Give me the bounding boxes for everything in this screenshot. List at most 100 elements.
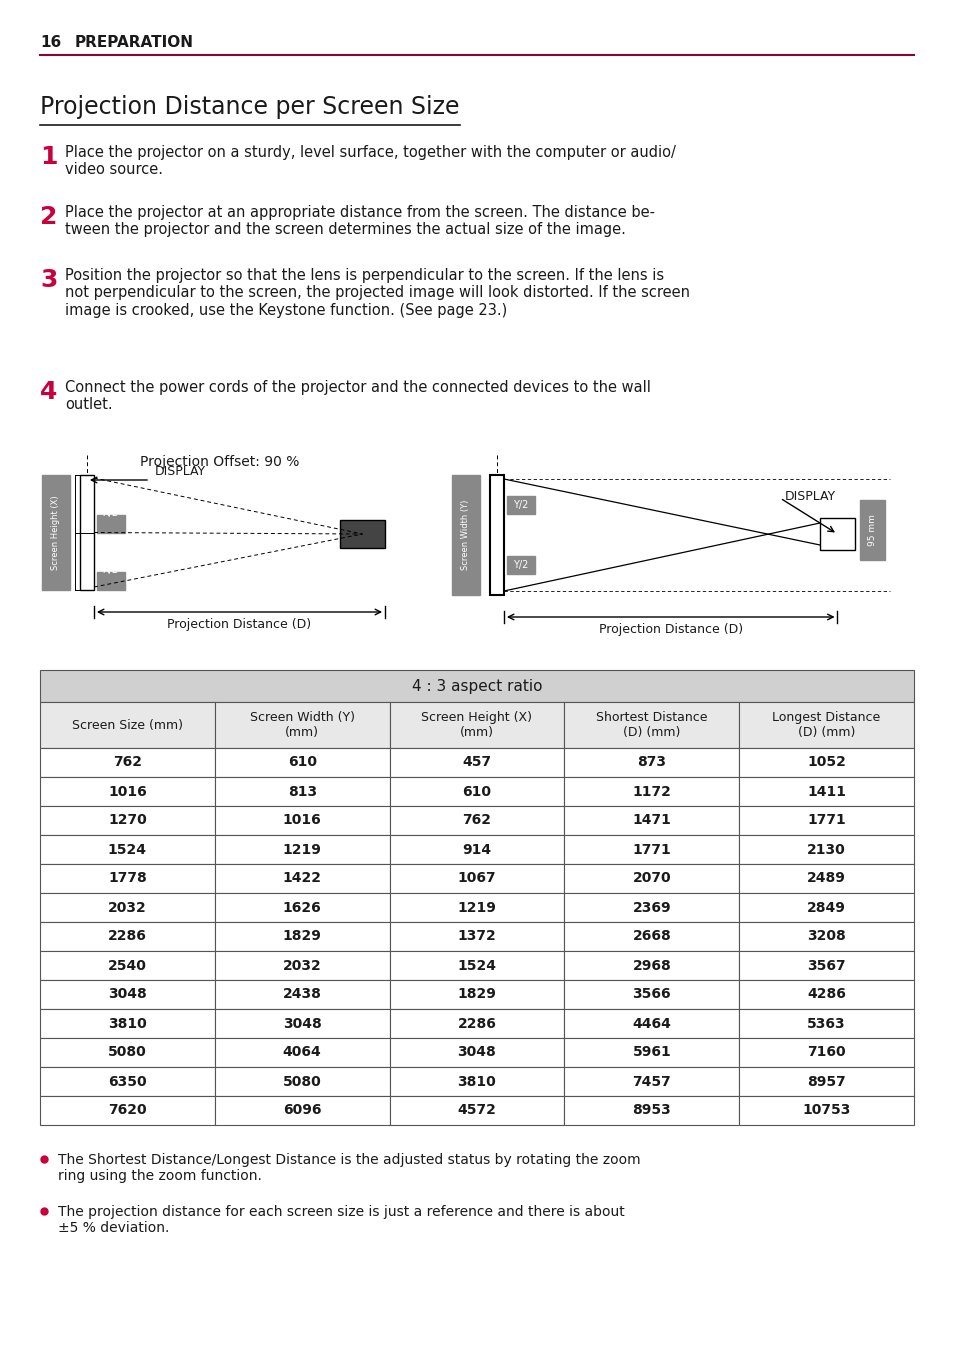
Text: PREPARATION: PREPARATION xyxy=(75,35,193,50)
Bar xyxy=(739,1039,913,1067)
Bar xyxy=(739,835,913,864)
Bar xyxy=(214,894,389,922)
Text: 4572: 4572 xyxy=(457,1104,496,1117)
Text: 1219: 1219 xyxy=(457,900,496,914)
Text: Screen Width (Y)
(mm): Screen Width (Y) (mm) xyxy=(250,711,355,739)
Bar xyxy=(40,922,214,951)
Bar xyxy=(564,835,739,864)
Bar xyxy=(214,864,389,894)
Bar xyxy=(389,922,564,951)
Bar xyxy=(40,1039,214,1067)
Bar xyxy=(40,806,214,835)
Text: 4464: 4464 xyxy=(632,1017,671,1030)
Bar xyxy=(40,951,214,980)
Bar xyxy=(214,1067,389,1095)
Bar xyxy=(389,1095,564,1125)
Text: Projection Distance (D): Projection Distance (D) xyxy=(598,623,742,636)
Bar xyxy=(564,747,739,777)
Bar xyxy=(739,777,913,806)
Bar xyxy=(389,894,564,922)
Text: 2369: 2369 xyxy=(632,900,670,914)
Bar xyxy=(389,747,564,777)
Text: 1626: 1626 xyxy=(282,900,321,914)
Text: 1: 1 xyxy=(40,145,57,169)
Bar xyxy=(564,1009,739,1039)
Text: 2070: 2070 xyxy=(632,872,670,886)
Text: 4286: 4286 xyxy=(806,987,845,1002)
Text: 5363: 5363 xyxy=(806,1017,845,1030)
Bar xyxy=(40,894,214,922)
Text: 1829: 1829 xyxy=(457,987,496,1002)
Text: Screen Width (Y): Screen Width (Y) xyxy=(461,500,470,570)
Text: 2968: 2968 xyxy=(632,959,671,972)
Bar xyxy=(564,777,739,806)
Text: The projection distance for each screen size is just a reference and there is ab: The projection distance for each screen … xyxy=(58,1205,624,1235)
Text: 2032: 2032 xyxy=(282,959,321,972)
Text: 1524: 1524 xyxy=(108,842,147,857)
Bar xyxy=(564,922,739,951)
Text: 813: 813 xyxy=(288,784,316,799)
Text: Longest Distance
(D) (mm): Longest Distance (D) (mm) xyxy=(772,711,880,739)
Text: 762: 762 xyxy=(462,814,491,827)
Text: Projection Distance per Screen Size: Projection Distance per Screen Size xyxy=(40,95,459,119)
Text: 1219: 1219 xyxy=(282,842,321,857)
Text: 95 mm: 95 mm xyxy=(867,515,876,546)
Bar xyxy=(564,701,739,747)
Bar xyxy=(739,806,913,835)
Bar xyxy=(389,1067,564,1095)
Bar xyxy=(739,1009,913,1039)
Text: 1524: 1524 xyxy=(457,959,496,972)
Bar xyxy=(739,1067,913,1095)
Text: 2286: 2286 xyxy=(108,929,147,944)
Text: 2286: 2286 xyxy=(457,1017,496,1030)
Bar xyxy=(506,496,535,515)
Text: 1411: 1411 xyxy=(806,784,845,799)
Text: 3048: 3048 xyxy=(282,1017,321,1030)
Text: 6350: 6350 xyxy=(108,1075,147,1089)
Bar xyxy=(564,1067,739,1095)
Text: 1778: 1778 xyxy=(108,872,147,886)
Text: 1422: 1422 xyxy=(282,872,321,886)
Text: 1052: 1052 xyxy=(806,756,845,769)
Text: 610: 610 xyxy=(288,756,316,769)
Bar xyxy=(339,520,385,548)
Text: 5961: 5961 xyxy=(632,1045,671,1059)
Bar xyxy=(389,701,564,747)
Bar xyxy=(40,980,214,1009)
Text: 5080: 5080 xyxy=(108,1045,147,1059)
Text: 10753: 10753 xyxy=(801,1104,850,1117)
Bar xyxy=(739,951,913,980)
Bar xyxy=(389,951,564,980)
Bar xyxy=(214,701,389,747)
Bar xyxy=(40,1095,214,1125)
Text: X/2: X/2 xyxy=(103,565,119,575)
Text: 2668: 2668 xyxy=(632,929,671,944)
Text: 3048: 3048 xyxy=(457,1045,496,1059)
Text: 1270: 1270 xyxy=(108,814,147,827)
Text: 762: 762 xyxy=(112,756,142,769)
Text: 2: 2 xyxy=(40,204,57,229)
Bar xyxy=(97,515,125,532)
Bar xyxy=(214,922,389,951)
Bar xyxy=(214,951,389,980)
Text: Shortest Distance
(D) (mm): Shortest Distance (D) (mm) xyxy=(596,711,707,739)
Text: 2540: 2540 xyxy=(108,959,147,972)
Bar xyxy=(214,777,389,806)
Text: Y/2: Y/2 xyxy=(513,500,528,510)
Bar xyxy=(739,701,913,747)
Text: Screen Size (mm): Screen Size (mm) xyxy=(71,719,183,731)
Text: 16: 16 xyxy=(40,35,61,50)
Bar xyxy=(739,747,913,777)
Text: 3208: 3208 xyxy=(806,929,845,944)
Bar xyxy=(40,777,214,806)
Bar xyxy=(40,835,214,864)
Text: Position the projector so that the lens is perpendicular to the screen. If the l: Position the projector so that the lens … xyxy=(65,268,689,318)
Bar xyxy=(389,864,564,894)
Text: Screen Height (X)
(mm): Screen Height (X) (mm) xyxy=(421,711,532,739)
Text: 3048: 3048 xyxy=(108,987,147,1002)
Bar xyxy=(40,1009,214,1039)
Bar xyxy=(389,1009,564,1039)
Bar xyxy=(389,1039,564,1067)
Text: 1829: 1829 xyxy=(282,929,321,944)
Text: 3810: 3810 xyxy=(108,1017,147,1030)
